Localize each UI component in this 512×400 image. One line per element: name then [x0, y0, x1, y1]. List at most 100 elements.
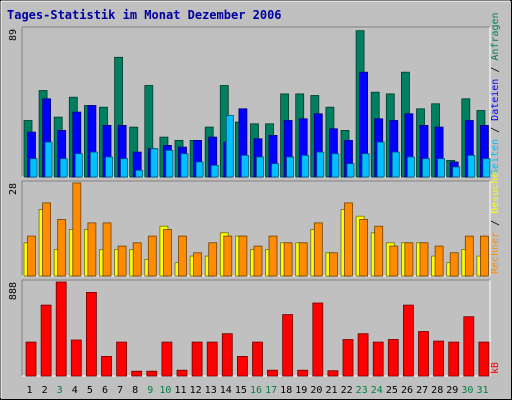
- bar-seiten-day-12: [195, 161, 204, 178]
- x-tick-label-day-27: 27: [416, 385, 428, 396]
- bar-seiten-day-8: [135, 169, 144, 178]
- bar-seiten-day-31: [482, 158, 491, 178]
- chart-title: Tages-Statistik im Monat Dezember 2006: [7, 8, 282, 22]
- bar-seiten-day-13: [210, 164, 219, 178]
- bar-seiten-day-17: [271, 163, 279, 178]
- bar-rechner-day-12: [193, 252, 203, 277]
- x-tick-label-day-15: 15: [235, 385, 247, 396]
- legend-middle: Rechner / Besuche: [490, 172, 501, 274]
- bar-seiten-day-23: [361, 153, 370, 178]
- bar-kb-day-22: [342, 339, 354, 377]
- x-tick-label-day-21: 21: [325, 385, 337, 396]
- x-tick-label-day-13: 13: [205, 385, 217, 396]
- bar-rechner-day-26: [404, 242, 414, 277]
- bar-seiten-day-28: [437, 158, 446, 178]
- x-tick-label-day-26: 26: [401, 385, 413, 396]
- legend-entry-middle-0: Rechner: [490, 232, 501, 274]
- bar-rechner-day-25: [389, 245, 399, 277]
- bar-seiten-day-4: [74, 153, 83, 178]
- bar-kb-day-3: [55, 281, 67, 377]
- legend-entry-top-0: Seiten: [490, 139, 501, 175]
- x-tick-label-day-12: 12: [190, 385, 202, 396]
- legend-bottom: kB: [490, 362, 501, 374]
- bar-seiten-day-25: [391, 151, 400, 178]
- legend-entry-bottom-0: kB: [490, 362, 501, 374]
- bar-rechner-day-15: [238, 235, 248, 277]
- bar-kb-day-25: [387, 339, 399, 377]
- x-tick-label-day-30: 30: [461, 385, 473, 396]
- x-tick-label-day-5: 5: [87, 385, 93, 396]
- x-tick-label-day-4: 4: [72, 385, 78, 396]
- x-tick-label-day-22: 22: [341, 385, 353, 396]
- bar-seiten-day-21: [331, 153, 340, 178]
- bar-seiten-day-19: [301, 154, 310, 178]
- bar-kb-day-5: [86, 291, 97, 377]
- x-tick-label-day-9: 9: [147, 385, 153, 396]
- legend-entry-top-2: Dateien: [490, 79, 501, 121]
- bar-kb-day-24: [372, 341, 384, 377]
- bar-rechner-day-19: [298, 242, 308, 277]
- x-tick-label-day-17: 17: [265, 385, 277, 396]
- x-tick-label-day-6: 6: [102, 385, 108, 396]
- bar-seiten-day-22: [346, 163, 355, 178]
- x-tick-label-day-8: 8: [132, 385, 138, 396]
- y-max-label-bottom: 888: [8, 282, 19, 300]
- bar-rechner-day-30: [464, 235, 474, 277]
- bar-rechner-day-1: [27, 235, 36, 277]
- x-tick-label-day-2: 2: [42, 385, 48, 396]
- x-tick-label-day-16: 16: [250, 385, 262, 396]
- legend-entry-middle-1: /: [490, 214, 501, 232]
- bar-rechner-day-7: [117, 245, 127, 277]
- bar-rechner-day-28: [434, 245, 444, 277]
- bar-kb-day-15: [236, 355, 248, 377]
- bar-kb-day-9: [146, 370, 158, 377]
- y-max-label-middle: 28: [8, 183, 19, 195]
- bar-rechner-day-8: [132, 242, 142, 277]
- x-tick-label-day-23: 23: [356, 385, 368, 396]
- bar-seiten-day-9: [150, 148, 159, 178]
- bar-seiten-day-3: [59, 158, 68, 178]
- bar-kb-day-4: [70, 339, 82, 377]
- bar-seiten-day-1: [29, 158, 38, 178]
- bar-rechner-day-13: [208, 242, 218, 277]
- bar-rechner-day-27: [419, 242, 429, 277]
- x-tick-label-day-1: 1: [26, 385, 32, 396]
- y-max-label-top: 89: [8, 29, 19, 41]
- bar-kb-day-6: [101, 355, 112, 377]
- bar-kb-day-31: [478, 341, 490, 377]
- bar-rechner-day-22: [344, 202, 353, 277]
- bar-seiten-day-16: [256, 156, 264, 178]
- bar-kb-day-14: [221, 333, 233, 377]
- bar-seiten-day-11: [180, 153, 189, 178]
- bar-kb-day-26: [402, 304, 414, 377]
- bar-kb-day-16: [252, 341, 263, 377]
- x-tick-label-day-10: 10: [159, 385, 171, 396]
- bar-kb-day-23: [357, 333, 369, 377]
- panel-requests-files-pages: 89 Seiten / Dateien / Anfragen: [8, 12, 501, 178]
- bar-rechner-day-2: [42, 202, 51, 277]
- x-tick-label-day-29: 29: [446, 385, 458, 396]
- bar-seiten-day-2: [44, 141, 53, 178]
- legend-entry-top-1: /: [490, 121, 501, 139]
- bar-rechner-day-21: [328, 252, 338, 277]
- x-tick-label-day-31: 31: [476, 385, 488, 396]
- bar-rechner-day-9: [147, 235, 157, 277]
- bar-seiten-day-24: [376, 141, 385, 178]
- bar-seiten-day-27: [422, 158, 430, 178]
- bar-seiten-day-15: [240, 154, 249, 178]
- x-tick-label-day-11: 11: [174, 385, 186, 396]
- bar-kb-day-17: [267, 369, 278, 377]
- bar-kb-day-27: [418, 331, 429, 377]
- panel-kilobytes: 888 kB: [8, 279, 501, 377]
- x-tick-label-day-19: 19: [295, 385, 307, 396]
- panel-sites-visits: 28 Rechner / Besuche: [8, 172, 501, 277]
- x-tick-label-day-18: 18: [280, 385, 292, 396]
- bar-seiten-day-30: [467, 154, 476, 178]
- bar-rechner-day-14: [223, 235, 233, 277]
- bar-rechner-day-6: [102, 222, 112, 277]
- bar-rechner-day-29: [449, 252, 459, 277]
- bar-rechner-day-11: [178, 235, 187, 277]
- bar-seiten-day-29: [452, 166, 461, 178]
- x-tick-label-day-14: 14: [220, 385, 232, 396]
- x-axis-day-labels: 1 2 3 4 5 6 7 8 9 10 11 12 13 14 15 16 17 18 19 20 21 22 23 24 2…: [26, 385, 488, 396]
